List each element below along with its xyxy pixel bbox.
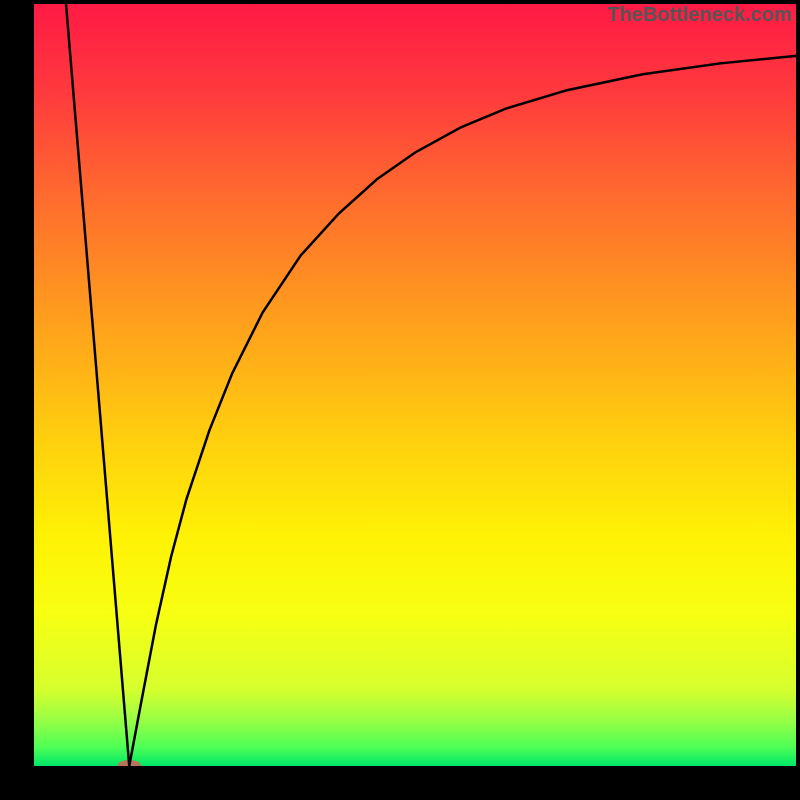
watermark-label: TheBottleneck.com xyxy=(608,4,792,27)
plot-background xyxy=(34,4,796,766)
chart-frame: TheBottleneck.com xyxy=(0,0,800,800)
bottleneck-plot xyxy=(34,4,796,766)
